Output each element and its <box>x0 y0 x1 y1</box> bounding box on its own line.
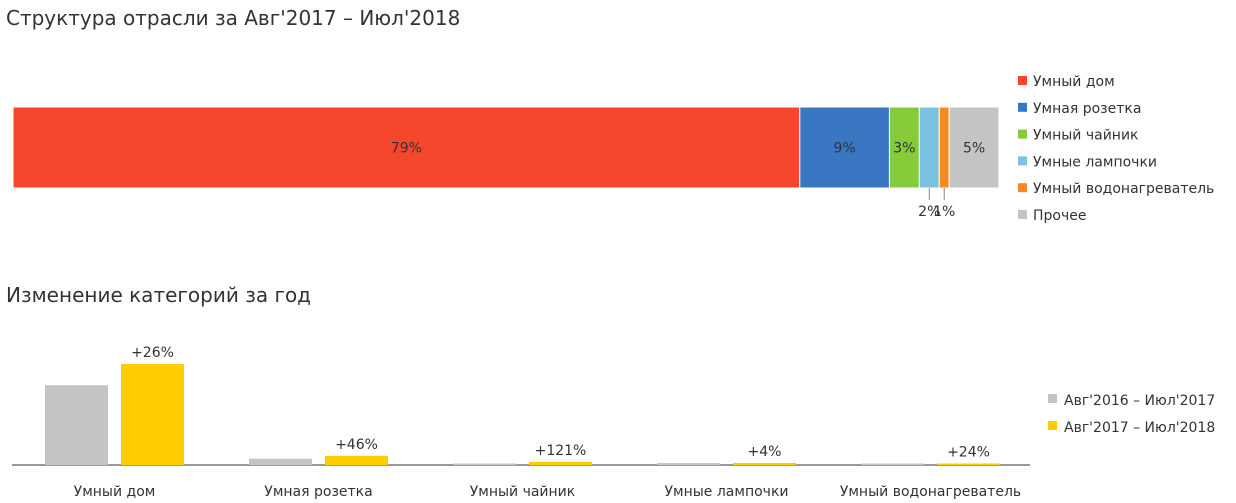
change-bar <box>325 455 388 465</box>
legend-swatch <box>1018 129 1027 139</box>
legend-label: Умный водонагреватель <box>1033 181 1214 197</box>
category-label: Умный чайник <box>470 484 576 500</box>
change-bar <box>861 463 924 465</box>
growth-label: +121% <box>535 443 587 459</box>
growth-label: +24% <box>947 445 990 461</box>
category-label: Умные лампочки <box>665 484 789 500</box>
stack-value-label: 9% <box>834 141 856 157</box>
legend-swatch <box>1018 210 1027 219</box>
change-legend: Авг'2016 – Июл'2017 Авг'2017 – Июл'2018 <box>1048 393 1215 436</box>
change-bar <box>121 364 184 465</box>
legend-swatch <box>1018 183 1027 193</box>
change-bar <box>529 461 592 465</box>
category-label: Умная розетка <box>264 484 372 500</box>
legend-label: Умные лампочки <box>1033 154 1157 170</box>
change-bars: +26% Умный дом +46% Умная розетка +121% Умный… <box>45 345 1021 500</box>
change-bar <box>733 462 796 465</box>
change-bar <box>453 463 516 465</box>
legend-swatch <box>1018 102 1027 112</box>
change-bar <box>249 458 312 465</box>
growth-label: +4% <box>748 444 782 460</box>
change-bar <box>45 385 108 465</box>
stack-segment <box>799 106 890 189</box>
category-label: Умный дом <box>74 484 156 500</box>
stack-value-label: 2% <box>918 204 940 220</box>
stack-value-label: 3% <box>893 141 915 157</box>
stack-segment <box>948 106 1000 189</box>
structure-legend: Умный дом Умная розетка Умный чайник Умные … <box>1018 74 1214 224</box>
stack-segment <box>12 106 801 189</box>
stack-value-label: 79% <box>391 141 422 157</box>
stack-value-label: 1% <box>933 204 955 220</box>
stacked-bar: 79% 9% 3% 2%1% 5% <box>12 106 1000 220</box>
stack-segment <box>918 106 940 189</box>
change-chart-title: Изменение категорий за год <box>6 283 311 307</box>
legend-swatch <box>1018 76 1027 85</box>
legend-label: Умный чайник <box>1033 128 1139 144</box>
growth-label: +46% <box>335 437 378 453</box>
stack-segment <box>938 106 950 189</box>
structure-chart-title: Структура отрасли за Авг'2017 – Июл'2018 <box>6 6 460 30</box>
legend-label: Авг'2017 – Июл'2018 <box>1064 420 1215 436</box>
legend-swatch <box>1048 394 1057 403</box>
legend-label: Умный дом <box>1033 74 1115 90</box>
stack-value-label: 5% <box>963 141 985 157</box>
growth-label: +26% <box>131 345 174 361</box>
legend-label: Прочее <box>1033 208 1086 224</box>
change-bar <box>657 463 720 465</box>
legend-label: Умная розетка <box>1033 101 1141 117</box>
legend-swatch <box>1018 156 1027 166</box>
legend-label: Авг'2016 – Июл'2017 <box>1064 393 1215 409</box>
category-label: Умный водонагреватель <box>840 484 1021 500</box>
legend-swatch <box>1048 421 1057 430</box>
change-bar <box>937 463 1000 465</box>
stack-segment <box>888 106 920 189</box>
